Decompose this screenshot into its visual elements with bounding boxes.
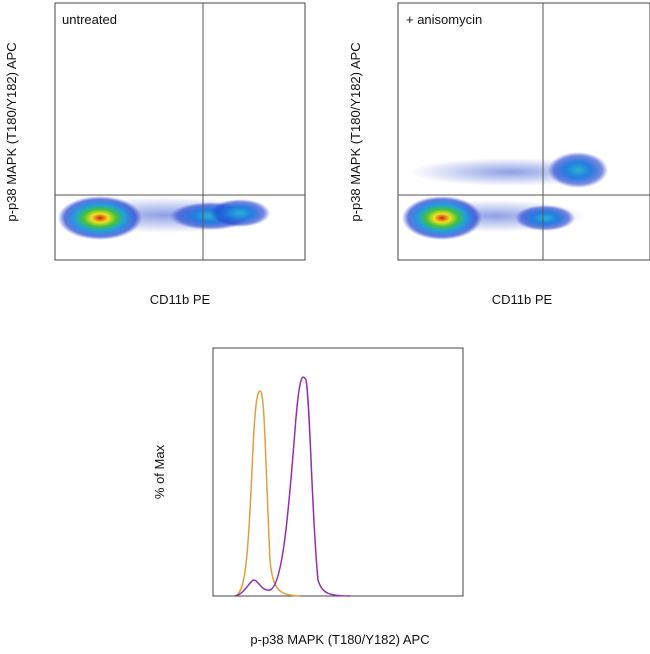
- panel-label: untreated: [62, 12, 117, 27]
- density-plot: + anisomycin CD11b PE p-p38 MAPK (T180/Y…: [348, 2, 650, 307]
- histogram: p-p38 MAPK (T180/Y182) APC % of Max: [152, 347, 464, 647]
- histogram-curve: [234, 376, 351, 597]
- y-axis-label: % of Max: [152, 444, 167, 499]
- y-axis-label: p-p38 MAPK (T180/Y182) APC: [348, 42, 363, 221]
- panel-label: + anisomycin: [406, 12, 482, 27]
- histogram-curve: [234, 390, 301, 597]
- y-axis-label: p-p38 MAPK (T180/Y182) APC: [4, 42, 19, 221]
- x-axis-label: p-p38 MAPK (T180/Y182) APC: [250, 632, 429, 647]
- density-plot: untreated CD11b PE p-p38 MAPK (T180/Y182…: [4, 2, 306, 307]
- x-axis-label: CD11b PE: [492, 292, 553, 307]
- x-axis-label: CD11b PE: [150, 292, 211, 307]
